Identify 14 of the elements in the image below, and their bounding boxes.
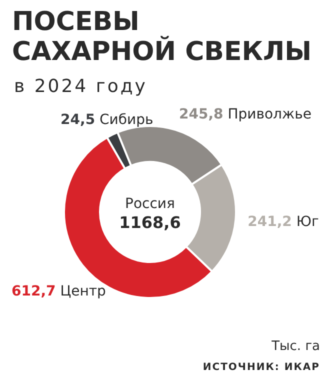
data-label: 612,7 — [12, 284, 56, 300]
data-label: 245,8 — [178, 106, 224, 122]
text: Тыс. га — [270, 339, 320, 354]
text: 1168,6 — [119, 213, 181, 232]
text: Россия — [125, 196, 175, 212]
text: ИСТОЧНИК: ИКАР — [202, 362, 320, 373]
chart-title: ПОСЕВЫ САХАРНОЙ СВЕКЛЫ — [12, 7, 312, 67]
data-label: 24,5 — [60, 112, 96, 128]
slice-label: Юг — [292, 214, 319, 230]
slice-label: Сибирь — [95, 112, 154, 128]
slice-label: Центр — [56, 284, 106, 300]
chart-subtitle: в 2024 году — [14, 76, 148, 97]
slice-label: Приволжье — [223, 106, 312, 122]
data-label: 241,2 — [248, 214, 292, 230]
